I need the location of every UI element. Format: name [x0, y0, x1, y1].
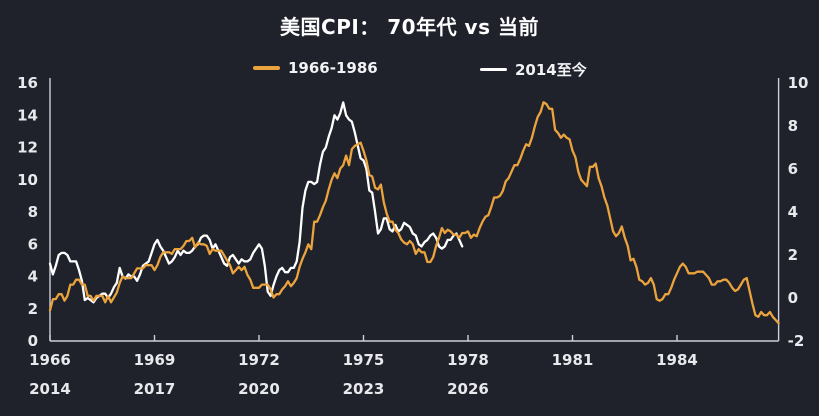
y-axis-right-tick-label: -2: [788, 332, 805, 350]
x-axis-year-label-top-row: 1984: [656, 351, 698, 369]
x-axis-year-label-bottom-row: 2017: [134, 380, 176, 398]
x-axis-year-label-bottom-row: 2026: [447, 380, 489, 398]
y-axis-left-tick-label: 6: [28, 235, 38, 253]
y-axis-left-tick-label: 0: [28, 332, 38, 350]
legend-item-2014-present: 2014至今: [480, 59, 587, 80]
y-axis-left-tick-label: 16: [17, 74, 38, 92]
y-axis-left-tick-label: 10: [17, 171, 38, 189]
y-axis-left-tick-label: 8: [28, 203, 38, 221]
chart-title: 美国CPI： 70年代 vs 当前: [280, 15, 539, 39]
x-axis-year-label-top-row: 1981: [552, 351, 594, 369]
x-axis-year-label-top-row: 1975: [343, 351, 385, 369]
y-axis-right-tick-label: 0: [788, 289, 798, 307]
y-axis-right-tick-label: 8: [788, 117, 798, 135]
x-axis-year-label-top-row: 1978: [447, 351, 489, 369]
legend-label-2014-present: 2014至今: [515, 61, 587, 79]
x-axis-year-label-top-row: 1969: [134, 351, 176, 369]
x-axis-year-label-top-row: 1966: [29, 351, 71, 369]
y-axis-left-tick-label: 14: [17, 106, 38, 124]
y-axis-right-tick-label: 2: [788, 246, 798, 264]
y-axis-right-tick-label: 10: [788, 74, 809, 92]
y-axis-right-tick-label: 4: [788, 203, 798, 221]
series-line-1966-1986: [48, 101, 780, 325]
series-line-2014-present: [48, 101, 464, 304]
legend-swatch-1966-1986: [253, 66, 280, 70]
y-axis-left-tick-label: 12: [17, 139, 38, 157]
x-axis-year-label-bottom-row: 2020: [238, 380, 280, 398]
y-axis-left-tick-label: 4: [28, 268, 38, 286]
x-axis-year-label-bottom-row: 2014: [29, 380, 71, 398]
x-axis-year-label-top-row: 1972: [238, 351, 280, 369]
legend-item-1966-1986: 1966-1986: [253, 59, 378, 77]
y-axis-left-tick-label: 2: [28, 300, 38, 318]
x-axis-year-label-bottom-row: 2023: [343, 380, 385, 398]
y-axis-right-tick-label: 6: [788, 160, 798, 178]
legend-label-1966-1986: 1966-1986: [288, 59, 378, 77]
legend-swatch-2014-present: [480, 67, 507, 72]
